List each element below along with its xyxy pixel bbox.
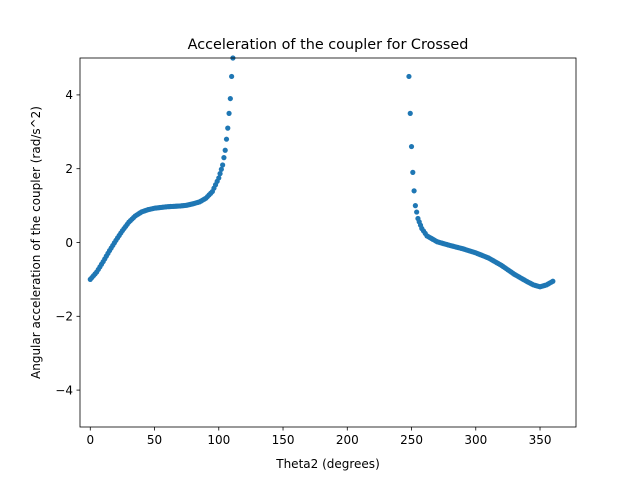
data-point — [220, 162, 226, 168]
x-tick-label: 350 — [529, 433, 552, 447]
data-point — [216, 175, 222, 181]
x-tick-label: 150 — [272, 433, 295, 447]
y-tick-label: 4 — [65, 88, 73, 102]
y-axis: −4 −2 0 2 4 — [55, 88, 80, 397]
data-point — [410, 169, 416, 175]
data-point — [412, 203, 418, 209]
data-points — [87, 55, 556, 290]
y-tick-label: −4 — [55, 383, 73, 397]
x-tick-label: 100 — [207, 433, 230, 447]
data-point — [550, 278, 556, 284]
data-point — [406, 73, 412, 80]
data-point — [414, 209, 420, 215]
data-point — [407, 110, 413, 116]
data-point — [221, 155, 227, 161]
y-tick-label: −2 — [55, 310, 73, 324]
data-point — [223, 136, 230, 142]
plot-frame — [79, 57, 577, 428]
data-point — [411, 188, 417, 194]
data-point — [227, 95, 233, 102]
data-point — [217, 171, 223, 177]
x-tick-label: 300 — [464, 433, 487, 447]
x-axis: 0 50 100 150 200 250 300 350 — [86, 427, 551, 447]
x-tick-label: 200 — [336, 433, 359, 447]
x-tick-label: 50 — [147, 433, 162, 447]
x-axis-title: Theta2 (degrees) — [275, 457, 380, 471]
data-point — [408, 143, 415, 150]
x-tick-label: 250 — [400, 433, 423, 447]
data-point — [225, 125, 231, 131]
y-axis-title: Angular acceleration of the coupler (rad… — [29, 106, 43, 379]
data-point — [222, 147, 228, 153]
data-point — [229, 73, 235, 80]
y-tick-label: 2 — [65, 162, 73, 176]
x-tick-label: 0 — [86, 433, 94, 447]
y-tick-label: 0 — [65, 236, 73, 250]
data-point — [218, 166, 224, 172]
data-point — [226, 110, 232, 116]
chart-title: Acceleration of the coupler for Crossed — [188, 37, 469, 53]
